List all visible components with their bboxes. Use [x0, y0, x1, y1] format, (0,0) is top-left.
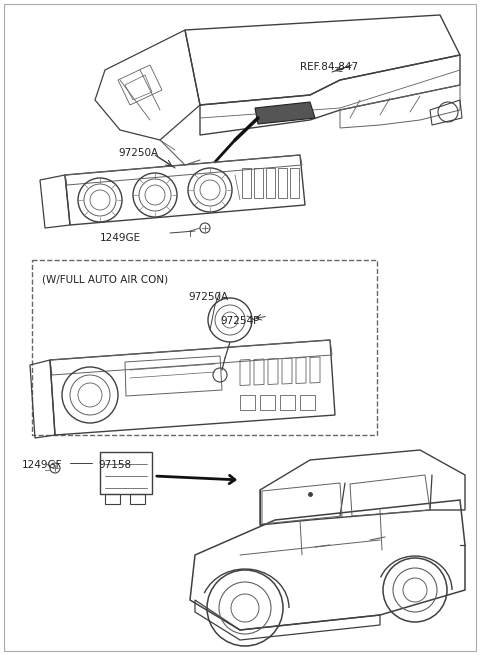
Bar [130, 494, 145, 504]
Text: 1249GE: 1249GE [100, 233, 141, 243]
Bar [254, 168, 263, 198]
Bar [240, 395, 255, 410]
Bar [266, 168, 275, 198]
Text: 1249GF: 1249GF [22, 460, 62, 470]
Bar [260, 395, 275, 410]
Bar [105, 494, 120, 504]
Bar [32, 260, 377, 435]
Text: REF.84-847: REF.84-847 [300, 62, 358, 72]
Bar [280, 395, 295, 410]
Text: 97250A: 97250A [188, 292, 228, 302]
Text: 97254P: 97254P [220, 316, 259, 326]
Bar [290, 168, 299, 198]
Text: 97158: 97158 [98, 460, 131, 470]
Text: 97250A: 97250A [118, 148, 158, 158]
Bar [300, 395, 315, 410]
Polygon shape [255, 102, 315, 124]
Bar [242, 168, 251, 198]
Bar [278, 168, 287, 198]
Bar [100, 452, 152, 494]
Text: (W/FULL AUTO AIR CON): (W/FULL AUTO AIR CON) [42, 275, 168, 285]
